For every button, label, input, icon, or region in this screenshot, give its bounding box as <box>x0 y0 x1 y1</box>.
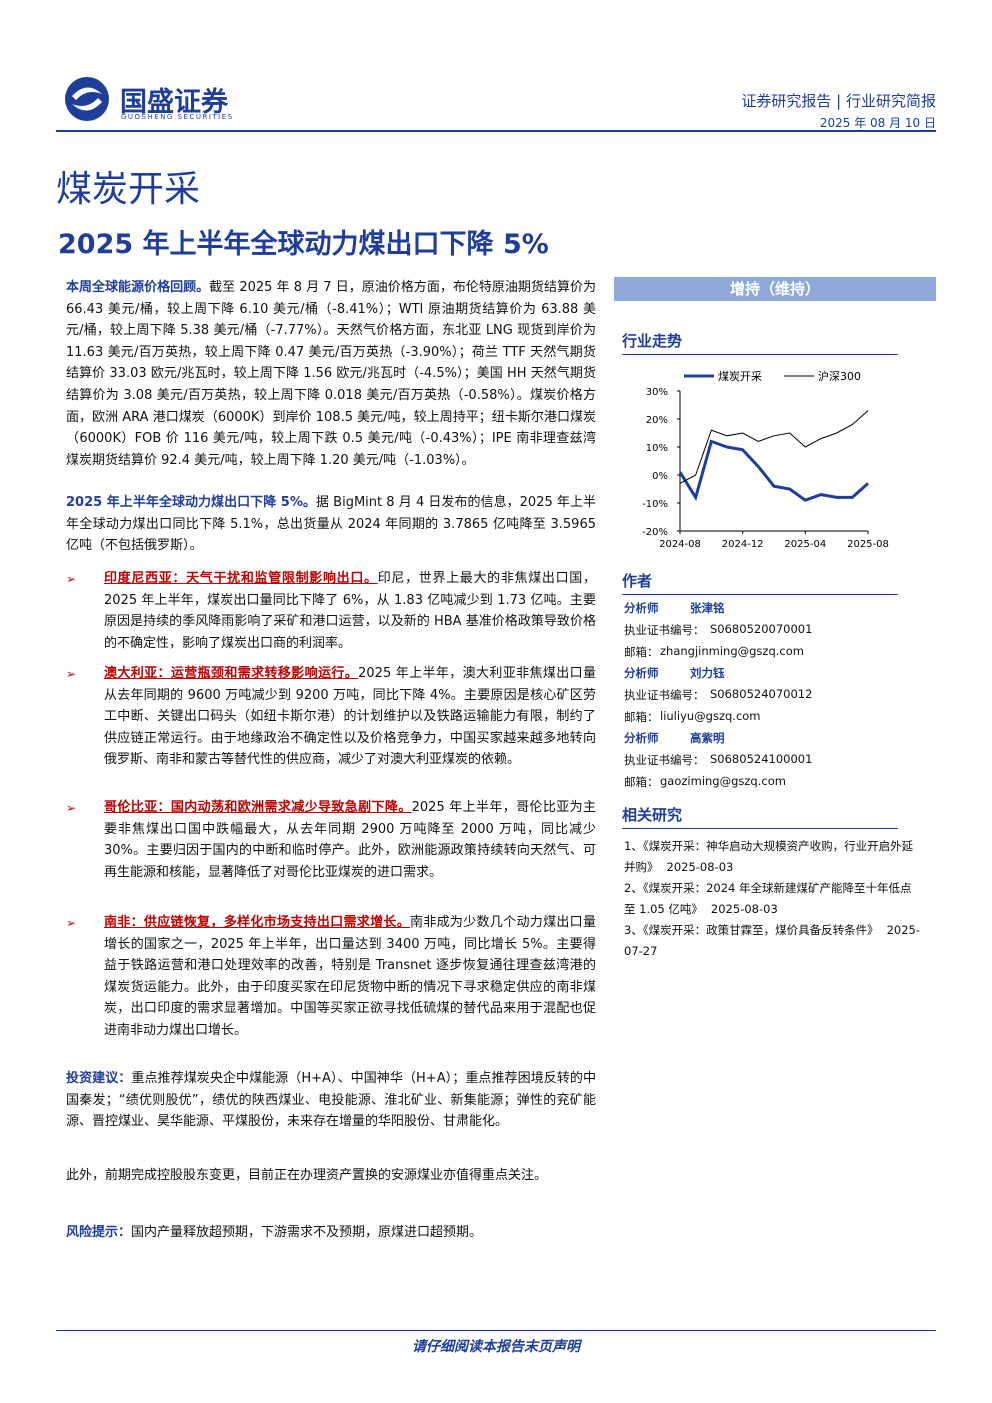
lead: 投资建议： <box>66 1071 132 1086</box>
paragraph: 本周全球能源价格回顾。截至 2025 年 8 月 7 日，原油价格方面，布伦特原… <box>66 277 596 471</box>
bullet-mark: ➢ <box>66 916 77 930</box>
trend-chart: 30% 20% 10% 0% -10% -20%2024-08 2024-12 2025-04… <box>642 369 889 550</box>
y-tick-label: 10% <box>646 443 668 454</box>
paragraph: 风险提示：国内产量释放超预期，下游需求不及预期，原煤进口超预期。 <box>66 1222 596 1244</box>
cert: S0680524100001 <box>710 752 813 766</box>
legend-label: 沪深300 <box>818 369 861 383</box>
paragraph: 2025 年上半年全球动力煤出口下降 5%。据 BigMint 8 月 4 日发… <box>66 492 596 557</box>
lead: 本周全球能源价格回顾。 <box>66 280 210 295</box>
lead: 风险提示： <box>66 1225 132 1240</box>
bullet: 南非：供应链恢复，多样化市场支持出口需求增长。南非成为少数几个动力煤出口量增长的… <box>104 912 596 1042</box>
bullet: 澳大利亚：运营瓶颈和需求转移影响运行。2025 年上半年，澳大利亚非焦煤出口量从… <box>104 663 596 771</box>
email: zhangjinming@gszq.com <box>660 644 804 658</box>
bullet-mark: ➢ <box>66 801 77 815</box>
sector: 煤炭开采 <box>56 169 201 210</box>
email-label: 邮箱： <box>624 710 659 724</box>
cert-label: 执业证书编号： <box>624 688 705 702</box>
header-rule <box>56 130 936 132</box>
bullet-mark: ➢ <box>66 667 77 681</box>
y-tick-label: -10% <box>642 499 668 510</box>
related-date: 2025-08-03 <box>666 860 734 874</box>
email-label: 邮箱： <box>624 775 659 789</box>
text: 截至 2025 年 8 月 7 日，原油价格方面，布伦特原油期货结算价为 66.… <box>66 280 596 468</box>
x-tick-label: 2025-04 <box>784 539 826 550</box>
y-tick-label: 30% <box>646 387 668 398</box>
cert: S0680524070012 <box>710 687 813 701</box>
x-tick-label: 2024-12 <box>722 539 764 550</box>
paragraph: 投资建议：重点推荐煤炭央企中煤能源（H+A）、中国神华（H+A）；重点推荐困境反… <box>66 1068 596 1133</box>
company: 国盛证券 <box>120 87 228 118</box>
analyst-role: 分析师 <box>624 731 659 745</box>
logo <box>65 77 109 121</box>
analyst-role: 分析师 <box>624 601 659 615</box>
lead: 哥伦比亚：国内动荡和欧洲需求减少导致急剧下降。 <box>104 800 412 815</box>
footer-rule <box>56 1330 936 1331</box>
analyst-name: 高紫明 <box>690 731 725 745</box>
y-tick-label: 20% <box>646 415 668 426</box>
email: gaoziming@gszq.com <box>660 774 786 788</box>
section-title: 作者 <box>622 570 898 595</box>
section-title: 行业走势 <box>622 330 898 355</box>
section-title: 相关研究 <box>622 804 898 829</box>
x-tick-label: 2024-08 <box>659 539 701 550</box>
related-date: 2025-07-27 <box>624 923 920 958</box>
related-item: 3、《煤炭开采：政策甘霖至，煤价具备反转条件》 2025-07-27 <box>624 920 920 962</box>
lead: 澳大利亚：运营瓶颈和需求转移影响运行。 <box>104 666 359 681</box>
bullet: 印度尼西亚：天气干扰和监管限制影响出口。印尼，世界上最大的非焦煤出口国，2025… <box>104 568 596 654</box>
related-title: 2、《煤炭开采：2024 年全球新建煤矿产能降至十年低点至 1.05 亿吨》 <box>624 881 912 916</box>
footer: 请仔细阅读本报告末页声明 <box>412 1339 580 1355</box>
text: 印尼，世界上最大的非焦煤出口国，2025 年上半年，煤炭出口量同比下降了 6%，… <box>104 571 596 651</box>
cert-label: 执业证书编号： <box>624 623 705 637</box>
company-en: GUOSHENG SECURITIES <box>121 113 234 121</box>
related-title: 1、《煤炭开采：神华启动大规模资产收购，行业开启外延并购》 <box>624 839 914 874</box>
lead: 印度尼西亚：天气干扰和监管限制影响出口。 <box>104 571 378 586</box>
line <box>678 439 869 502</box>
x-tick-label: 2025-08 <box>847 539 889 550</box>
bullet-mark: ➢ <box>66 572 77 586</box>
analyst-name: 张津铭 <box>690 601 725 615</box>
related-item: 2、《煤炭开采：2024 年全球新建煤矿产能降至十年低点至 1.05 亿吨》 20… <box>624 878 920 920</box>
lead: 南非：供应链恢复，多样化市场支持出口需求增长。 <box>104 915 411 930</box>
text: 南非成为少数几个动力煤出口量增长的国家之一，2025 年上半年，出口量达到 34… <box>104 915 596 1038</box>
analyst-name: 刘力钰 <box>690 666 725 680</box>
lead: 2025 年上半年全球动力煤出口下降 5%。 <box>66 495 316 510</box>
email: liuliyu@gszq.com <box>660 709 761 723</box>
y-tick-label: -20% <box>642 527 668 538</box>
text: 重点推荐煤炭央企中煤能源（H+A）、中国神华（H+A）；重点推荐困境反转的中国秦… <box>66 1071 596 1130</box>
analyst-role: 分析师 <box>624 666 659 680</box>
related-item: 1、《煤炭开采：神华启动大规模资产收购，行业开启外延并购》 2025-08-03 <box>624 836 920 878</box>
rating: 增持（维持） <box>614 277 936 301</box>
title: 2025 年上半年全球动力煤出口下降 5% <box>58 229 549 260</box>
line <box>679 410 869 484</box>
paragraph: 此外，前期完成控股股东变更，目前正在办理资产置换的安源煤业亦值得重点关注。 <box>66 1168 548 1183</box>
related-date: 2025-08-03 <box>710 902 778 916</box>
y-tick-label: 0% <box>652 471 668 482</box>
related-title: 3、《煤炭开采：政策甘霖至，煤价具备反转条件》 <box>624 923 879 937</box>
text: 2025 年上半年，澳大利亚非焦煤出口量从去年同期的 9600 万吨减少到 92… <box>104 666 596 768</box>
report-type: 证券研究报告 | 行业研究简报 <box>741 92 936 110</box>
text: 据 BigMint 8 月 4 日发布的信息，2025 年上半年全球动力煤出口同… <box>66 495 596 554</box>
bullet: 哥伦比亚：国内动荡和欧洲需求减少导致急剧下降。2025 年上半年，哥伦比亚为主要… <box>104 797 596 883</box>
cert: S0680520070001 <box>710 622 813 636</box>
legend-label: 煤炭开采 <box>718 370 762 383</box>
cert-label: 执业证书编号： <box>624 753 705 767</box>
email-label: 邮箱： <box>624 645 659 659</box>
date: 2025 年 08 月 10 日 <box>819 116 936 130</box>
text: 国内产量释放超预期，下游需求不及预期，原煤进口超预期。 <box>131 1225 483 1240</box>
text: 2025 年上半年，哥伦比亚为主要非焦煤出口国中跌幅最大，从去年同期 2900 … <box>104 800 596 880</box>
